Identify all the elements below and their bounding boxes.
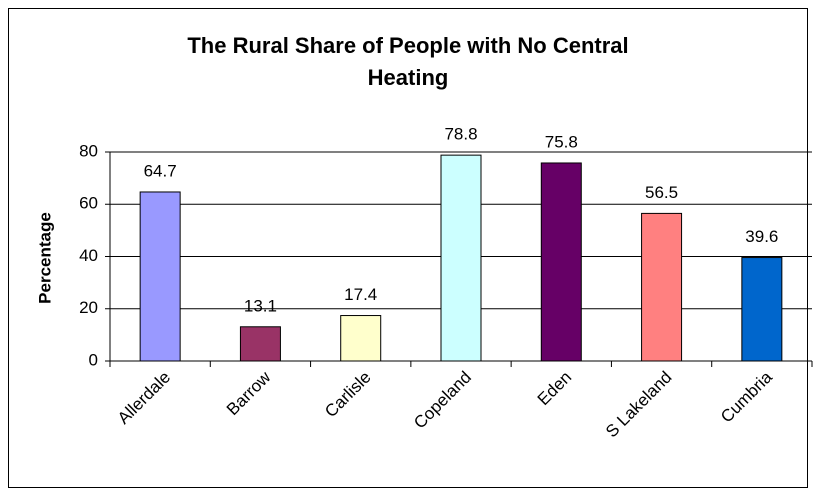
data-label: 39.6 [745, 227, 778, 246]
data-label: 64.7 [144, 161, 177, 180]
y-tick-label: 20 [79, 298, 98, 317]
bar [440, 154, 482, 362]
data-label: 78.8 [444, 125, 477, 144]
y-tick-label: 60 [79, 194, 98, 213]
y-axis-label: Percentage [35, 212, 54, 304]
chart-title: The Rural Share of People with No Centra… [187, 33, 629, 90]
bar [741, 257, 783, 362]
data-label: 56.5 [645, 183, 678, 202]
data-label: 75.8 [545, 132, 578, 151]
bar [340, 315, 382, 362]
title-box: The Rural Share of People with No Centra… [187, 33, 629, 90]
y-tick-label: 40 [79, 246, 98, 265]
bar [540, 162, 582, 362]
data-label: 13.1 [244, 296, 277, 315]
bar [239, 326, 281, 362]
y-tick-label: 80 [79, 141, 98, 160]
bar [139, 191, 181, 362]
bar [641, 212, 683, 362]
data-label: 17.4 [344, 285, 377, 304]
y-tick-label: 0 [89, 350, 98, 369]
